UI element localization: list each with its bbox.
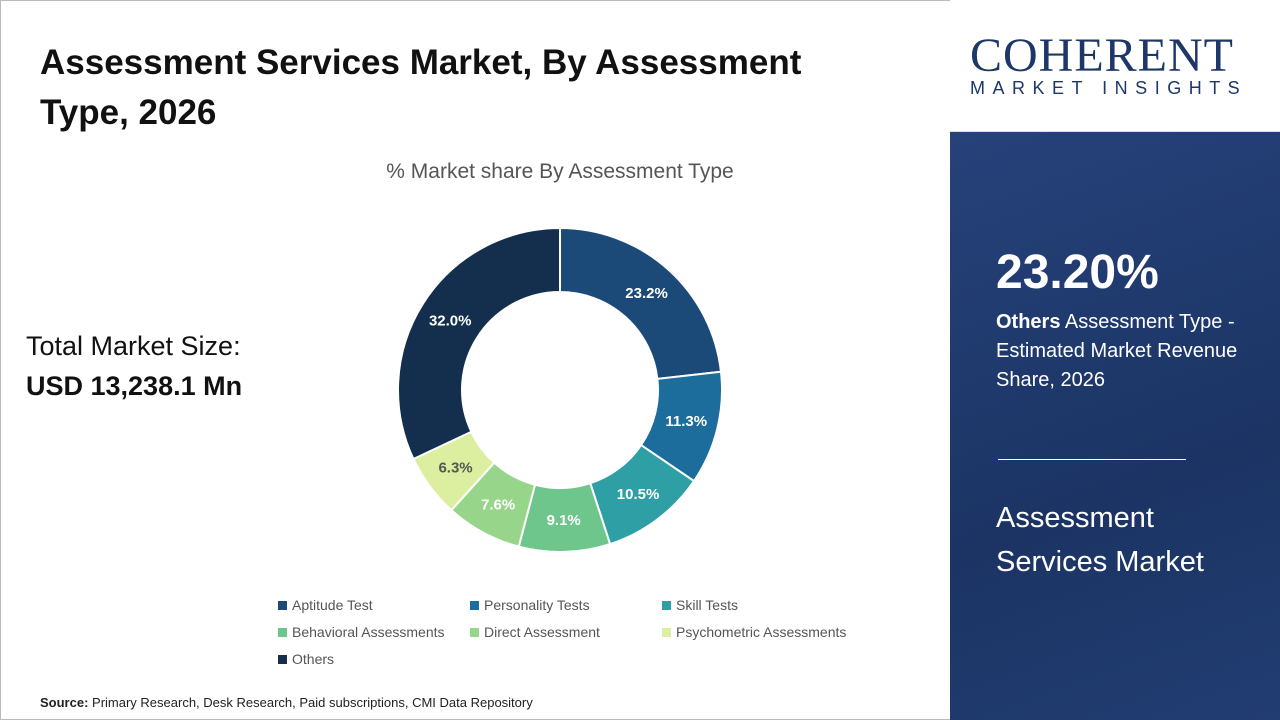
legend-item: Aptitude Test: [278, 596, 470, 614]
data-label: 23.2%: [625, 285, 668, 302]
legend-label: Others: [292, 651, 335, 667]
legend-item: Psychometric Assessments: [662, 623, 862, 641]
data-label: 6.3%: [438, 459, 472, 476]
legend-label: Psychometric Assessments: [676, 624, 847, 640]
total-market-size: Total Market Size: USD 13,238.1 Mn: [26, 326, 242, 406]
legend-swatch: [278, 627, 287, 637]
legend-swatch: [662, 627, 671, 637]
data-label: 11.3%: [665, 413, 707, 430]
data-label: 32.0%: [429, 312, 472, 329]
divider: [998, 459, 1186, 460]
data-label: 9.1%: [547, 512, 581, 529]
slice-aptitude-test: [559, 226, 723, 381]
legend-swatch: [470, 627, 479, 637]
data-label: 10.5%: [617, 486, 660, 503]
legend-item: Direct Assessment: [470, 623, 662, 641]
data-label: 7.6%: [481, 496, 515, 513]
legend-label: Personality Tests: [484, 597, 590, 613]
total-label: Total Market Size:: [26, 331, 241, 361]
logo: COHERENT MARKET INSIGHTS: [950, 0, 1280, 132]
market-name: Assessment Services Market: [996, 502, 1204, 578]
legend-label: Direct Assessment: [484, 624, 600, 640]
total-value: USD 13,238.1 Mn: [26, 371, 243, 401]
legend-label: Aptitude Test: [292, 597, 373, 613]
highlight-segment: Others: [996, 311, 1061, 333]
chart-title: % Market share By Assessment Type: [386, 160, 734, 183]
legend-item: Others: [278, 650, 470, 668]
highlight-panel: 23.20% Others Assessment Type - Estimate…: [950, 132, 1280, 720]
legend-label: Skill Tests: [676, 597, 738, 613]
donut-chart: 23.2% 11.3% 10.5% 9.1% 7.6% 6.3% 32.0%: [397, 226, 723, 553]
source-label: Source:: [40, 695, 89, 710]
legend-item: Skill Tests: [662, 596, 862, 614]
source: Source: Primary Research, Desk Research,…: [40, 695, 533, 710]
legend-label: Behavioral Assessments: [292, 624, 445, 640]
legend-swatch: [470, 600, 479, 610]
source-text: Primary Research, Desk Research, Paid su…: [88, 695, 533, 710]
legend-item: Behavioral Assessments: [278, 623, 470, 641]
highlight-percent: 23.20%: [996, 246, 1159, 299]
legend-item: Personality Tests: [470, 596, 662, 614]
slice-others: [397, 226, 561, 461]
page-title: Assessment Services Market, By Assessmen…: [40, 43, 802, 132]
legend-swatch: [278, 600, 287, 610]
highlight-description: Others Assessment Type - Estimated Marke…: [996, 308, 1266, 395]
legend: Aptitude Test Personality Tests Skill Test…: [278, 596, 878, 668]
highlight-desc-text: Assessment Type - Estimated Market Reven…: [996, 311, 1238, 391]
legend-swatch: [662, 600, 671, 610]
logo-text: COHERENT: [970, 29, 1234, 82]
logo-subtext: MARKET INSIGHTS: [970, 78, 1248, 98]
legend-swatch: [278, 654, 287, 664]
